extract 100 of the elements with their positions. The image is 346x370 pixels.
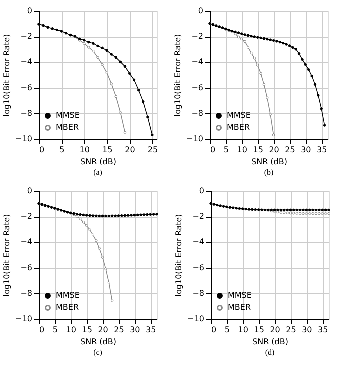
point (95, 240, 98, 242)
point (253, 36, 256, 38)
x-tick-label: 10 (237, 146, 248, 154)
point (276, 40, 278, 43)
y-tick-label: −4 (192, 58, 204, 67)
point (289, 208, 292, 212)
y-tick-label: −2 (20, 212, 32, 222)
point (82, 220, 86, 224)
point (257, 208, 260, 212)
point (298, 208, 302, 212)
point (140, 214, 142, 216)
point (149, 213, 152, 216)
point (142, 214, 146, 216)
legend-label: MMSE (56, 291, 80, 300)
point (92, 50, 95, 53)
x-tick-label: 25 (285, 146, 296, 154)
text: (d) (265, 348, 275, 357)
x-axis-title: SNR (dB) (80, 338, 116, 346)
x-tick-label: 0 (40, 326, 45, 334)
x-tick-label: 35 (146, 326, 156, 334)
y-tick-label: −2 (192, 32, 204, 42)
point (314, 208, 318, 212)
point (320, 108, 323, 110)
point (296, 208, 298, 212)
legend-label: MBER (56, 303, 80, 312)
x-tick-label: 20 (98, 326, 108, 334)
point (228, 206, 232, 210)
point (120, 214, 124, 218)
point (126, 214, 130, 217)
x-tick-label: 20 (270, 326, 280, 334)
point (79, 218, 82, 221)
point (248, 208, 251, 211)
point (95, 214, 98, 218)
point (83, 42, 86, 46)
point (324, 208, 328, 212)
point (108, 282, 111, 285)
point (318, 208, 321, 212)
y-tick-label: −6 (20, 83, 32, 92)
point (244, 208, 248, 211)
point (85, 224, 88, 228)
y-tick-label: −10 (188, 314, 204, 324)
point (280, 208, 283, 212)
point (88, 40, 90, 44)
point (216, 204, 219, 207)
point (305, 212, 308, 216)
y-tick-label: −2 (20, 32, 32, 42)
point (124, 131, 127, 134)
point (83, 39, 86, 42)
x-tick-label: 35 (317, 146, 328, 154)
y-tick-label: 0 (27, 6, 32, 16)
point (288, 44, 292, 48)
y-tick-label: −8 (192, 108, 204, 118)
point (308, 208, 312, 212)
y-tick-label: −2 (192, 212, 204, 222)
point (328, 208, 330, 212)
point (124, 65, 127, 68)
x-tick-label: 25 (286, 326, 296, 334)
point (101, 63, 104, 66)
x-tick-label: 0 (212, 326, 217, 334)
point (110, 214, 114, 218)
point (110, 82, 113, 86)
point (128, 72, 132, 76)
x-axis-title: SNR (dB) (80, 158, 116, 166)
point (262, 83, 266, 86)
point (96, 44, 100, 48)
point (304, 63, 308, 66)
x-tick-label: 25 (148, 146, 158, 154)
text: (b) (264, 168, 274, 177)
y-tick-label: −4 (20, 58, 32, 67)
text: (a) (94, 168, 103, 177)
point (321, 208, 324, 212)
point (156, 213, 158, 216)
point (321, 212, 324, 216)
y-tick-label: −8 (192, 288, 204, 298)
y-tick-label: −6 (192, 263, 204, 272)
x-tick-label: 10 (80, 146, 90, 154)
point (294, 48, 298, 51)
point (219, 204, 222, 208)
point (266, 38, 269, 41)
point (237, 36, 240, 39)
point (96, 56, 100, 60)
point (235, 207, 238, 210)
point (130, 214, 133, 217)
point (250, 52, 253, 55)
point (232, 206, 235, 210)
point (246, 46, 250, 49)
point (256, 64, 260, 67)
point (117, 214, 120, 218)
legend-label: MBER (227, 123, 250, 132)
point (310, 74, 314, 78)
point (88, 228, 92, 232)
x-tick-label: 20 (269, 146, 280, 154)
point (151, 134, 154, 137)
y-tick-label: −6 (20, 263, 32, 272)
point (137, 88, 140, 92)
x-axis-title: SNR (dB) (252, 158, 288, 166)
x-tick-label: 30 (301, 146, 312, 154)
y-tick-label: 0 (199, 186, 204, 196)
point (292, 46, 294, 50)
point (282, 208, 286, 212)
